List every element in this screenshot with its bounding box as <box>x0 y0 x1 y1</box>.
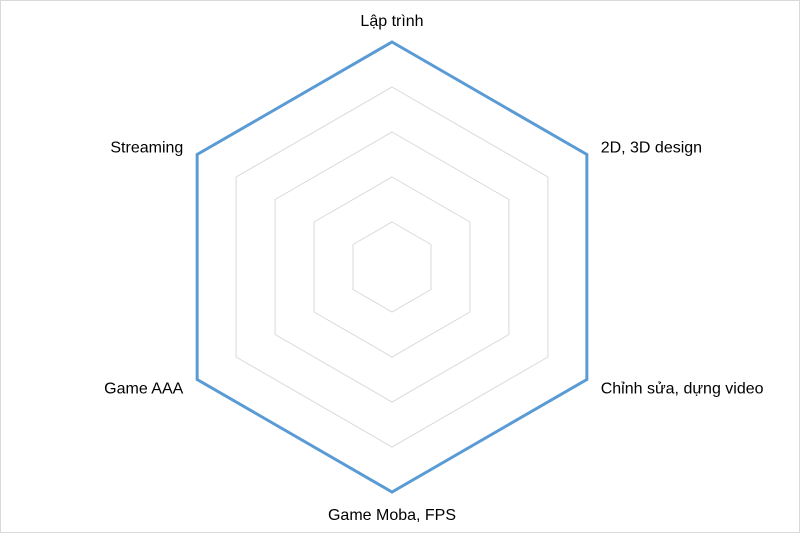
grid-ring-1 <box>352 221 432 313</box>
category-label-2d-3d-design: 2D, 3D design <box>601 140 702 157</box>
category-labels: Lập trình 2D, 3D design Chỉnh sửa, dựng … <box>104 13 764 524</box>
category-label-lap-trinh: Lập trình <box>360 13 423 30</box>
category-label-game-moba-fps: Game Moba, FPS <box>328 507 456 524</box>
grid-ring-4 <box>235 86 549 448</box>
category-label-game-aaa: Game AAA <box>104 381 183 398</box>
category-label-chinh-sua-dung-video: Chỉnh sửa, dựng video <box>601 381 764 398</box>
grid-ring-3 <box>274 131 510 403</box>
series-line-1 <box>195 40 589 494</box>
radar-grid <box>235 86 549 448</box>
radar-series <box>195 40 589 494</box>
category-label-streaming: Streaming <box>110 140 183 157</box>
grid-ring-2 <box>313 176 471 358</box>
